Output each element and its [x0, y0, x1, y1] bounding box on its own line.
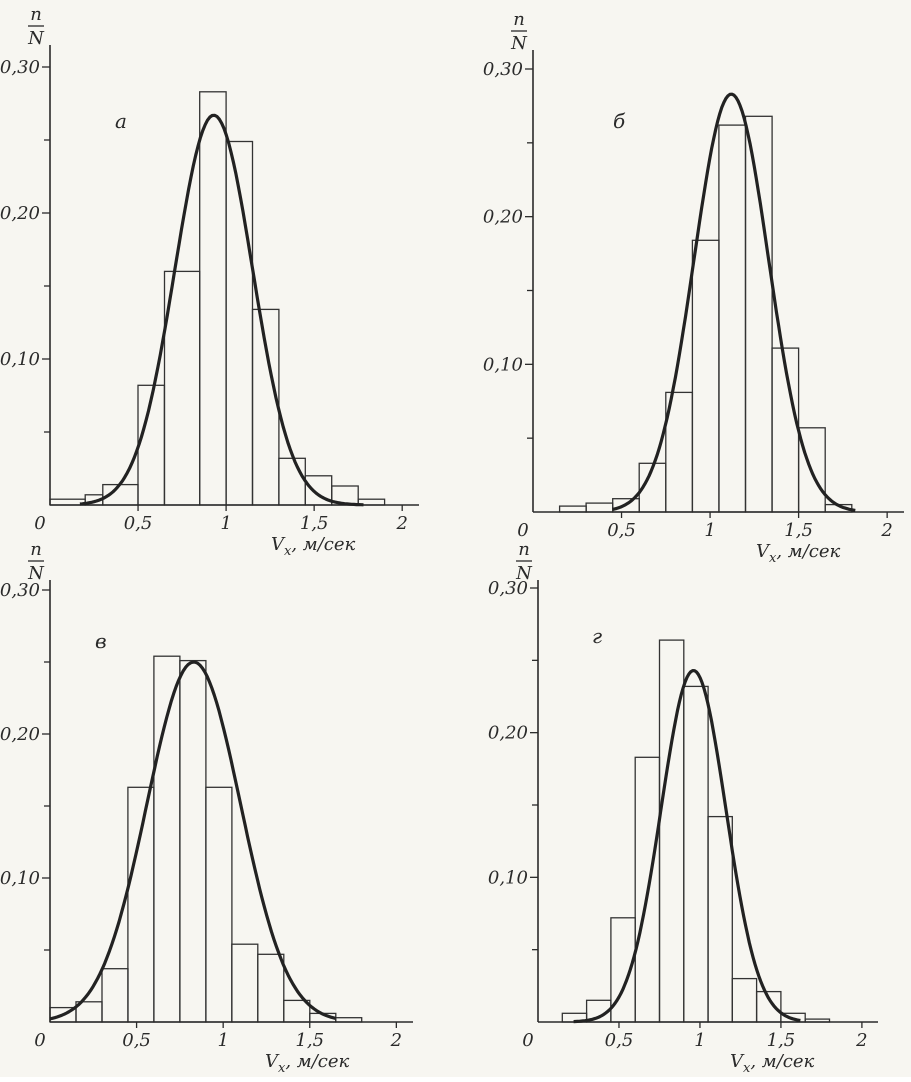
- histogram-bar: [558, 505, 587, 513]
- x-axis-label-var: V: [265, 1051, 280, 1072]
- x-tick-label: 1: [220, 513, 231, 534]
- x-tick-label: 0: [522, 1030, 533, 1051]
- y-tick-label: 0,10: [0, 349, 40, 370]
- histogram-bar: [179, 659, 207, 1023]
- y-tick-label: 0,30: [488, 578, 528, 599]
- y-axis-label-n: n: [30, 4, 42, 25]
- x-tick-label: 1: [694, 1030, 705, 1051]
- x-tick-label: 2: [880, 520, 892, 541]
- x-tick-label: 1: [704, 520, 715, 541]
- histogram-bar: [231, 943, 259, 1023]
- histogram-bar: [205, 786, 233, 1023]
- x-axis-label: Vx, м/сек: [271, 534, 356, 559]
- x-axis-label-sub: x: [769, 551, 777, 566]
- y-tick-label: 0,20: [488, 723, 528, 744]
- y-axis-label-N: N: [510, 33, 528, 54]
- x-axis-label-var: V: [730, 1051, 745, 1072]
- x-axis-label: Vx, м/сек: [265, 1051, 350, 1076]
- histogram-bar: [585, 502, 614, 513]
- x-tick-label: 1,5: [784, 520, 813, 541]
- panel-label: г: [592, 624, 602, 648]
- x-axis-label-sub: x: [284, 544, 292, 559]
- x-tick-label: 0,5: [607, 520, 636, 541]
- histogram-bar: [683, 685, 709, 1023]
- histogram-bar: [731, 977, 758, 1023]
- histogram-bar: [127, 786, 155, 1023]
- x-tick-label: 0: [517, 520, 528, 541]
- histogram-bar: [744, 115, 773, 513]
- y-tick-label: 0,20: [483, 207, 523, 228]
- x-axis-label-var: V: [756, 541, 771, 562]
- x-axis-label-unit: , м/сек: [750, 1051, 814, 1072]
- fitted-curve: [612, 92, 856, 512]
- y-tick-label: 0,30: [0, 57, 40, 78]
- y-tick-label: 0,20: [0, 724, 40, 745]
- x-axis-label: Vx, м/сек: [730, 1051, 815, 1076]
- x-tick-label: 0: [34, 513, 45, 534]
- y-tick-label: 0,10: [488, 867, 528, 888]
- panel-label: б: [613, 109, 626, 133]
- histogram-bar: [199, 91, 227, 506]
- fitted-curve: [79, 113, 364, 507]
- histogram-bar: [278, 457, 306, 506]
- y-tick-label: 0,20: [0, 203, 40, 224]
- x-axis-label-sub: x: [743, 1061, 751, 1076]
- panel-label: а: [115, 109, 127, 133]
- y-axis-label-N: N: [27, 28, 45, 49]
- x-axis-label-unit: , м/сек: [285, 1051, 349, 1072]
- x-tick-label: 1,5: [300, 513, 329, 534]
- x-tick-label: 2: [855, 1030, 867, 1051]
- x-tick-label: 1,5: [295, 1030, 324, 1051]
- x-tick-label: 0,5: [122, 1030, 151, 1051]
- x-tick-label: 1: [217, 1030, 228, 1051]
- y-tick-label: 0,30: [483, 59, 523, 80]
- y-axis-label-N: N: [27, 563, 45, 584]
- histogram-bar: [257, 953, 285, 1023]
- x-tick-label: 1,5: [767, 1030, 796, 1051]
- fitted-curve: [573, 669, 801, 1024]
- y-axis-label-n: n: [518, 539, 530, 560]
- panel-label: в: [95, 629, 107, 653]
- x-axis-label-sub: x: [278, 1061, 286, 1076]
- y-tick-label: 0,10: [483, 354, 523, 375]
- histogram-bar: [691, 239, 720, 513]
- x-tick-label: 0,5: [605, 1030, 634, 1051]
- fitted-curve: [49, 660, 337, 1021]
- y-axis-label-n: n: [30, 539, 42, 560]
- y-tick-label: 0,30: [0, 580, 40, 601]
- y-axis-label-N: N: [515, 563, 533, 584]
- x-tick-label: 2: [395, 513, 407, 534]
- y-axis-label-n: n: [513, 9, 525, 30]
- histogram-bar: [707, 815, 733, 1023]
- x-axis-label-var: V: [271, 534, 286, 555]
- x-axis-label-unit: , м/сек: [291, 534, 355, 555]
- x-axis-label-unit: , м/сек: [776, 541, 840, 562]
- y-tick-label: 0,10: [0, 868, 40, 889]
- x-tick-label: 2: [390, 1030, 402, 1051]
- histogram-bar: [101, 968, 129, 1023]
- x-tick-label: 0: [34, 1030, 45, 1051]
- x-tick-label: 0,5: [124, 513, 153, 534]
- histogram-bar: [718, 124, 747, 513]
- x-axis-label: Vx, м/сек: [756, 541, 841, 566]
